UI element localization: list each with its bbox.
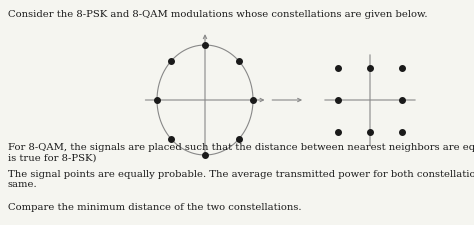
Text: Consider the 8-PSK and 8-QAM modulations whose constellations are given below.: Consider the 8-PSK and 8-QAM modulations… xyxy=(8,10,428,19)
Text: Compare the minimum distance of the two constellations.: Compare the minimum distance of the two … xyxy=(8,203,301,212)
Text: The signal points are equally probable. The average transmitted power for both c: The signal points are equally probable. … xyxy=(8,170,474,189)
Text: For 8-QAM, the signals are placed such that the distance between nearest neighbo: For 8-QAM, the signals are placed such t… xyxy=(8,143,474,162)
